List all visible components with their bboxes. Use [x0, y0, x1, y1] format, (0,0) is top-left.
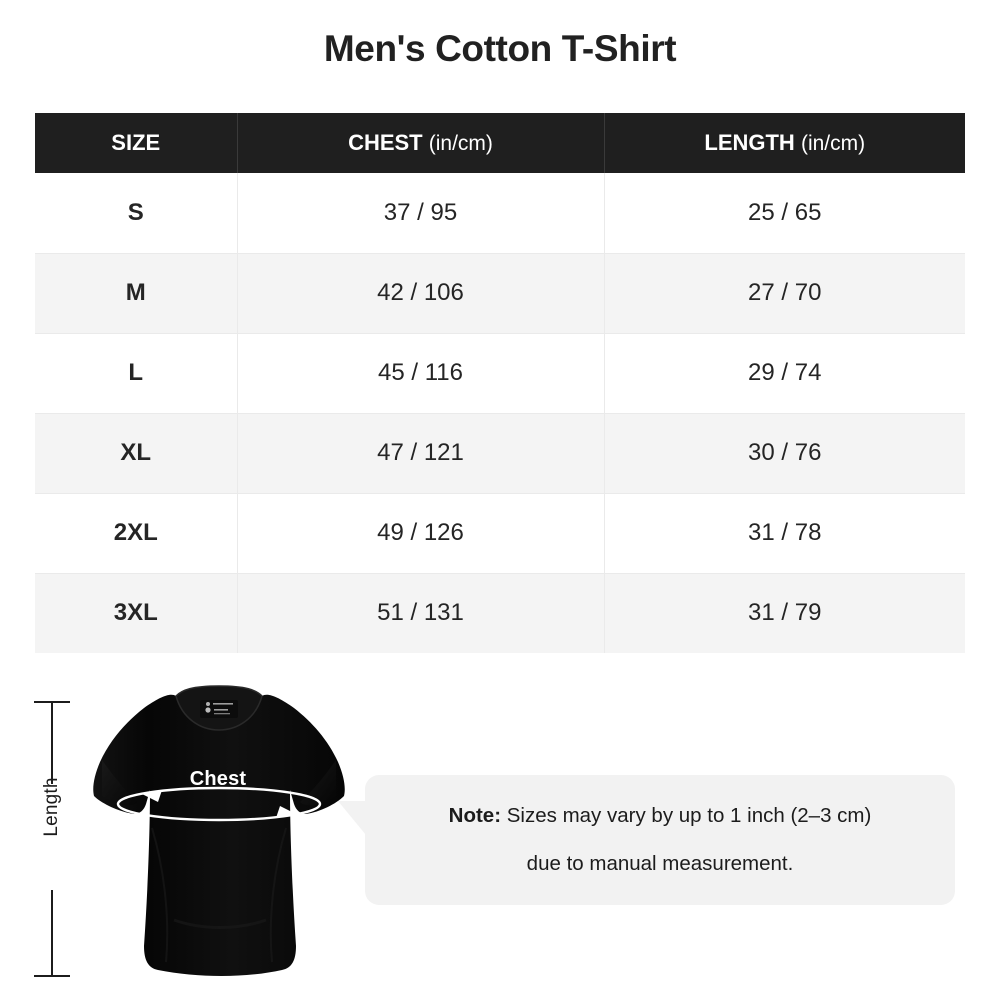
column-header-chest-label: CHEST: [348, 130, 423, 155]
column-header-chest-unit: (in/cm): [428, 132, 493, 155]
tshirt-icon: [93, 685, 345, 976]
neck-tag-icon: [200, 700, 238, 718]
cell-length: 31 / 79: [604, 573, 965, 653]
table-body: S 37 / 95 25 / 65 M 42 / 106 27 / 70 L 4…: [35, 173, 965, 653]
cell-length: 27 / 70: [604, 253, 965, 334]
cell-size: M: [35, 253, 238, 334]
note-line-1-rest: Sizes may vary by up to 1 inch (2–3 cm): [501, 804, 872, 828]
table-header-row: SIZE CHEST (in/cm) LENGTH (in/cm): [35, 113, 965, 173]
table-row: S 37 / 95 25 / 65: [35, 173, 965, 254]
cell-size: 3XL: [35, 573, 238, 653]
table-row: L 45 / 116 29 / 74: [35, 333, 965, 414]
table-header: SIZE CHEST (in/cm) LENGTH (in/cm): [35, 113, 965, 173]
size-chart-table: SIZE CHEST (in/cm) LENGTH (in/cm) S 37 /…: [35, 113, 965, 653]
column-header-size-label: SIZE: [111, 130, 161, 155]
cell-chest: 37 / 95: [237, 173, 605, 254]
column-header-chest: CHEST (in/cm): [237, 113, 605, 173]
table-row: 3XL 51 / 131 31 / 79: [35, 573, 965, 653]
cell-chest: 42 / 106: [237, 253, 605, 334]
tshirt-graphic: Chest: [78, 678, 358, 983]
chest-measure-arrow-icon: [116, 786, 322, 822]
cell-size: 2XL: [35, 493, 238, 574]
column-header-size: SIZE: [35, 113, 238, 173]
cell-size: S: [35, 173, 238, 254]
note-line-1: Note: Sizes may vary by up to 1 inch (2–…: [449, 803, 872, 829]
cell-length: 30 / 76: [604, 413, 965, 494]
cell-chest: 51 / 131: [237, 573, 605, 653]
table-row: 2XL 49 / 126 31 / 78: [35, 493, 965, 574]
table-row: M 42 / 106 27 / 70: [35, 253, 965, 334]
table-row: XL 47 / 121 30 / 76: [35, 413, 965, 494]
cell-chest: 49 / 126: [237, 493, 605, 574]
note-callout: Note: Sizes may vary by up to 1 inch (2–…: [338, 775, 955, 905]
cell-length: 25 / 65: [604, 173, 965, 254]
length-measurement-bracket: Length: [30, 678, 76, 978]
measurement-illustration: Length: [0, 660, 1000, 1000]
page-title: Men's Cotton T-Shirt: [323, 28, 677, 69]
column-header-length-label: LENGTH: [704, 130, 795, 155]
cell-size: XL: [35, 413, 238, 494]
cell-chest: 45 / 116: [237, 333, 605, 414]
length-label: Length: [41, 777, 62, 837]
column-header-length: LENGTH (in/cm): [604, 113, 965, 173]
cell-length: 31 / 78: [604, 493, 965, 574]
note-prefix: Note:: [448, 804, 502, 828]
cell-chest: 47 / 121: [237, 413, 605, 494]
cell-length: 29 / 74: [604, 333, 965, 414]
note-line-2: due to manual measurement.: [526, 852, 794, 875]
length-bracket-icon: [34, 701, 70, 977]
cell-size: L: [35, 333, 238, 414]
column-header-length-unit: (in/cm): [800, 132, 866, 155]
